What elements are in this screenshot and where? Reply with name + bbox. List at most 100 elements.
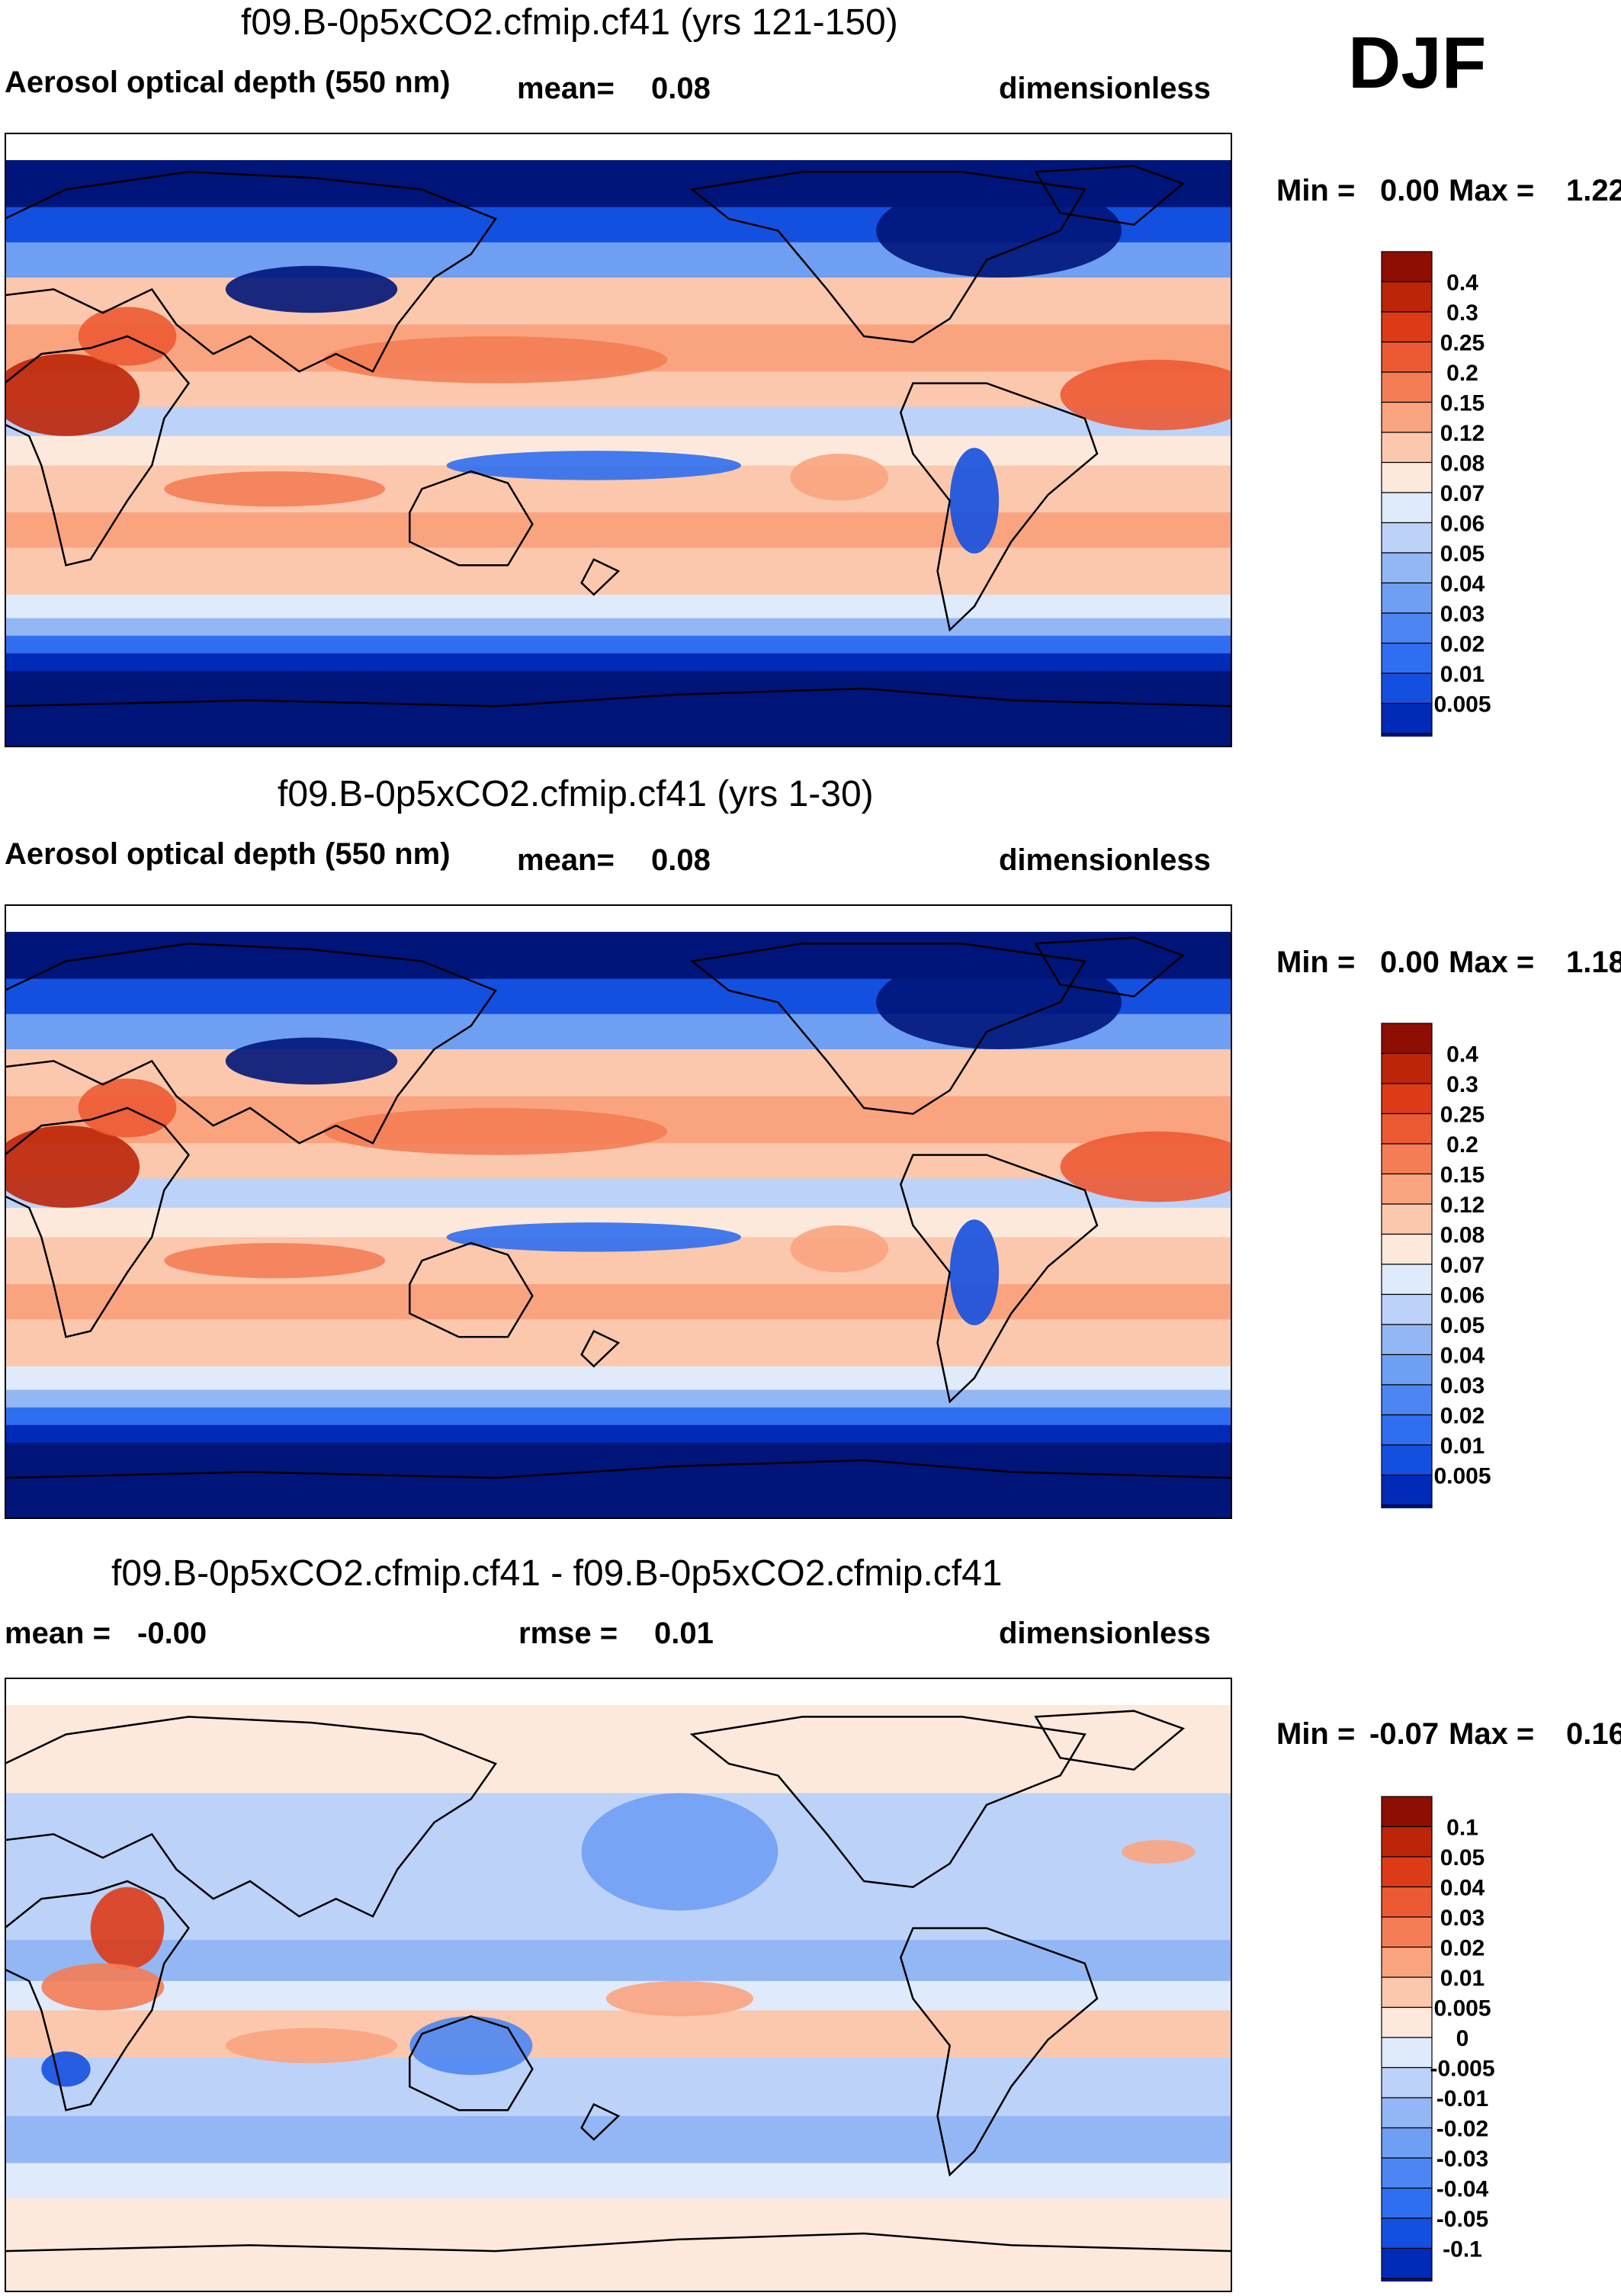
colorbar-label: 0.01 xyxy=(1440,662,1485,687)
coastline xyxy=(5,335,191,567)
coastline xyxy=(5,171,497,373)
colorbar-label: 0.04 xyxy=(1440,572,1485,597)
field-band xyxy=(5,2057,1232,2117)
field-feature xyxy=(225,2028,398,2063)
colorbar-box xyxy=(1381,2217,1433,2249)
colorbar-box xyxy=(1381,1444,1433,1476)
colorbar-label: 0.01 xyxy=(1440,1434,1485,1459)
colorbar-label: 0.4 xyxy=(1446,271,1478,296)
colorbar-box xyxy=(1381,1203,1433,1235)
panel1-variable-label: Aerosol optical depth (550 nm) xyxy=(5,66,451,99)
colorbar-label: 0.06 xyxy=(1440,1283,1485,1309)
panel1-mean-value: 0.08 xyxy=(651,72,711,105)
field-feature xyxy=(323,336,668,384)
colorbar-box xyxy=(1381,1233,1433,1265)
colorbar-label: -0.1 xyxy=(1443,2237,1482,2262)
colorbar-box xyxy=(1381,2006,1433,2038)
colorbar-label: 0.08 xyxy=(1440,1223,1485,1248)
colorbar-box xyxy=(1381,251,1433,283)
colorbar-label: 0.4 xyxy=(1446,1042,1478,1068)
field-feature xyxy=(446,451,741,480)
field-band xyxy=(5,594,1232,619)
panel3-rmse-value: 0.01 xyxy=(654,1617,714,1650)
colorbar-label: 0.2 xyxy=(1446,1132,1478,1158)
panel1-min-label: Min = xyxy=(1276,174,1356,207)
map-frame xyxy=(5,133,1232,747)
colorbar-label: 0 xyxy=(1456,2026,1469,2051)
colorbar-label: 0.04 xyxy=(1440,1344,1485,1369)
colorbar-box xyxy=(1381,612,1433,644)
colorbar-label: -0.03 xyxy=(1436,2147,1488,2172)
colorbar-label: 0.03 xyxy=(1440,1373,1485,1398)
colorbar-box xyxy=(1381,552,1433,584)
panel3-max-value: 0.16 xyxy=(1566,1717,1621,1751)
colorbar-label: -0.04 xyxy=(1436,2177,1489,2202)
coastline xyxy=(5,1459,1232,1519)
field-feature xyxy=(1122,1840,1196,1864)
panel3-mean-value: -0.00 xyxy=(137,1617,207,1650)
colorbar-box xyxy=(1381,1474,1433,1506)
panel3-mean-label: mean = xyxy=(5,1617,111,1650)
colorbar-box xyxy=(1381,733,1433,737)
colorbar-box xyxy=(1381,2037,1433,2069)
field-band xyxy=(5,670,1232,747)
colorbar-label: 0.03 xyxy=(1440,1906,1485,1931)
colorbar-box xyxy=(1381,432,1433,464)
field-feature xyxy=(790,1225,889,1273)
panel2-max-label: Max = xyxy=(1449,946,1535,979)
coastline xyxy=(5,1716,497,1918)
colorbar-label: -0.02 xyxy=(1436,2117,1488,2142)
colorbar-box xyxy=(1381,582,1433,614)
panel3-units: dimensionless xyxy=(999,1617,1211,1650)
colorbar-label: 0.2 xyxy=(1446,361,1478,386)
colorbar-label: 0.12 xyxy=(1440,421,1485,446)
colorbar-label: 0.005 xyxy=(1433,1464,1491,1489)
colorbar-label: 0.02 xyxy=(1440,632,1485,657)
colorbar-label: 0.02 xyxy=(1440,1404,1485,1429)
colorbar-box xyxy=(1381,371,1433,403)
colorbar-label: -0.01 xyxy=(1436,2086,1488,2111)
colorbar-box xyxy=(1381,281,1433,313)
colorbar-box xyxy=(1381,2157,1433,2189)
colorbar-label: 0.3 xyxy=(1446,300,1478,326)
colorbar-label: 0.02 xyxy=(1440,1936,1485,1961)
colorbar-box xyxy=(1381,522,1433,554)
field-band xyxy=(5,1389,1232,1408)
colorbar-box xyxy=(1381,311,1433,343)
coastline xyxy=(899,1154,1099,1404)
field-feature xyxy=(41,2051,91,2087)
panel3-min-label: Min = xyxy=(1276,1717,1356,1751)
colorbar-box xyxy=(1381,1916,1433,1948)
colorbar-box xyxy=(1381,642,1433,674)
field-band xyxy=(5,618,1232,637)
field-feature xyxy=(5,354,140,436)
field-feature xyxy=(1060,359,1232,431)
field-band xyxy=(5,2116,1232,2164)
coastline xyxy=(1034,936,1186,998)
colorbar-label: 0.12 xyxy=(1440,1193,1485,1218)
field-feature xyxy=(581,1793,778,1911)
panel2-min-label: Min = xyxy=(1276,946,1356,979)
coastline xyxy=(580,1329,621,1368)
panel1-min-value: 0.00 xyxy=(1380,174,1440,207)
colorbar-label: 0.25 xyxy=(1440,331,1485,356)
colorbar-label: 0.005 xyxy=(1433,1996,1491,2021)
colorbar-box xyxy=(1381,1023,1433,1055)
colorbar-label: 0.005 xyxy=(1433,692,1491,718)
field-feature xyxy=(5,1126,140,1208)
colorbar-box xyxy=(1381,2247,1433,2279)
colorbar-box xyxy=(1381,1384,1433,1416)
field-band xyxy=(5,512,1232,549)
colorbar-box xyxy=(1381,1083,1433,1115)
colorbar-label: 0.04 xyxy=(1440,1876,1485,1901)
field-band xyxy=(5,1442,1232,1519)
panel3-max-label: Max = xyxy=(1449,1717,1535,1751)
field-feature xyxy=(225,1037,398,1085)
season-label: DJF xyxy=(1348,22,1487,104)
colorbar-box xyxy=(1381,2278,1433,2282)
colorbar-box xyxy=(1381,2187,1433,2219)
field-feature xyxy=(164,471,386,507)
field-band xyxy=(5,2163,1232,2199)
coastline xyxy=(5,942,497,1145)
field-band xyxy=(5,1143,1232,1180)
